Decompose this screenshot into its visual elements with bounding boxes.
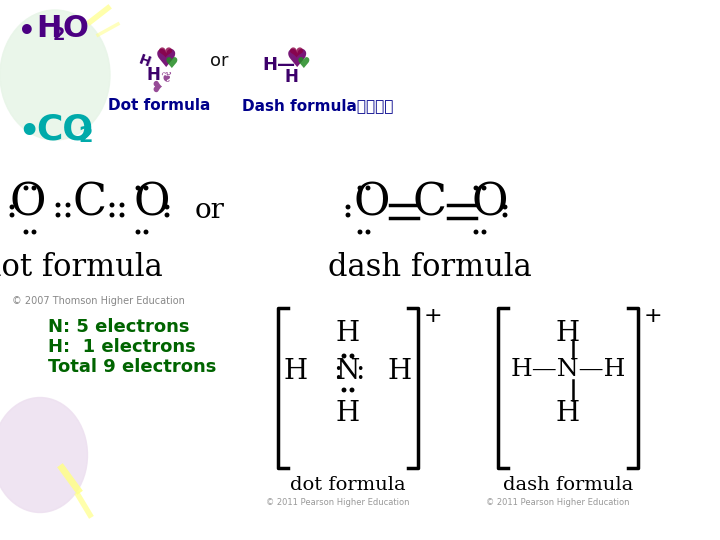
Text: ❤: ❤ [288,46,303,64]
Circle shape [482,186,486,190]
Text: ❥: ❥ [150,80,163,95]
Circle shape [474,186,478,190]
Text: ♥: ♥ [297,56,310,71]
Text: O: O [62,14,88,43]
Circle shape [359,186,361,190]
Text: H: H [147,66,161,84]
Text: H: H [388,358,412,385]
Text: +: + [644,306,662,326]
Text: dot formula: dot formula [290,476,406,494]
Circle shape [342,388,346,392]
Text: H: H [556,400,580,427]
Circle shape [110,213,114,217]
Text: ❤: ❤ [157,46,172,64]
Circle shape [503,213,507,217]
Text: or: or [210,52,228,70]
Circle shape [32,230,36,234]
Text: H: H [336,320,360,347]
Circle shape [24,230,28,234]
Text: H: H [137,53,153,70]
Circle shape [120,213,124,217]
Circle shape [482,230,486,234]
Text: •: • [18,18,36,46]
Ellipse shape [0,10,110,140]
Circle shape [56,203,60,207]
Circle shape [342,354,346,357]
Text: H:  1 electrons: H: 1 electrons [48,338,196,356]
Text: +: + [424,306,443,326]
Circle shape [66,203,70,207]
Text: H: H [336,400,360,427]
Circle shape [144,186,148,190]
Circle shape [350,354,354,357]
Text: H: H [556,320,580,347]
Text: ♥: ♥ [165,56,179,71]
Circle shape [503,205,507,209]
Ellipse shape [0,397,88,512]
Circle shape [166,205,168,209]
Text: C: C [73,181,107,225]
Text: O: O [354,181,390,225]
Text: •: • [18,116,40,149]
Text: dash formula: dash formula [328,252,532,283]
Text: Dash formula線結構式: Dash formula線結構式 [242,98,393,113]
Text: or: or [195,197,225,224]
Circle shape [120,203,124,207]
Circle shape [346,213,350,217]
Circle shape [10,205,14,209]
Text: dot formula: dot formula [0,252,163,283]
Circle shape [136,230,140,234]
Text: O: O [134,181,170,225]
Circle shape [474,230,478,234]
Text: Dot formula: Dot formula [108,98,210,113]
Circle shape [350,388,354,392]
Circle shape [24,186,28,190]
Circle shape [366,186,370,190]
Text: dash formula: dash formula [503,476,633,494]
Text: ❦: ❦ [160,70,171,84]
Text: C: C [413,181,447,225]
Text: CO: CO [36,112,93,146]
Circle shape [136,186,140,190]
Text: H: H [284,68,298,86]
Circle shape [66,213,70,217]
Circle shape [32,186,36,190]
Text: H—: H— [262,56,295,74]
Circle shape [110,203,114,207]
Text: 2: 2 [78,126,92,146]
Circle shape [366,230,370,234]
Circle shape [56,213,60,217]
Text: ♥: ♥ [286,48,308,72]
Text: © 2007 Thomson Higher Education: © 2007 Thomson Higher Education [12,296,185,306]
Circle shape [346,205,350,209]
Text: :: : [333,358,343,385]
Text: © 2011 Pearson Higher Education: © 2011 Pearson Higher Education [266,498,410,507]
Text: O: O [472,181,508,225]
Circle shape [166,213,168,217]
Circle shape [359,230,361,234]
Circle shape [10,213,14,217]
Text: :: : [355,358,365,385]
Text: H—N—H: H—N—H [510,358,626,381]
Text: N: N [336,358,360,385]
Text: O: O [10,181,46,225]
Text: H: H [284,358,308,385]
Text: Total 9 electrons: Total 9 electrons [48,358,217,376]
Circle shape [144,230,148,234]
Text: ♥: ♥ [155,48,177,72]
Text: © 2011 Pearson Higher Education: © 2011 Pearson Higher Education [486,498,630,507]
Text: 2: 2 [53,26,66,44]
Text: N: 5 electrons: N: 5 electrons [48,318,189,336]
Text: H: H [36,14,61,43]
